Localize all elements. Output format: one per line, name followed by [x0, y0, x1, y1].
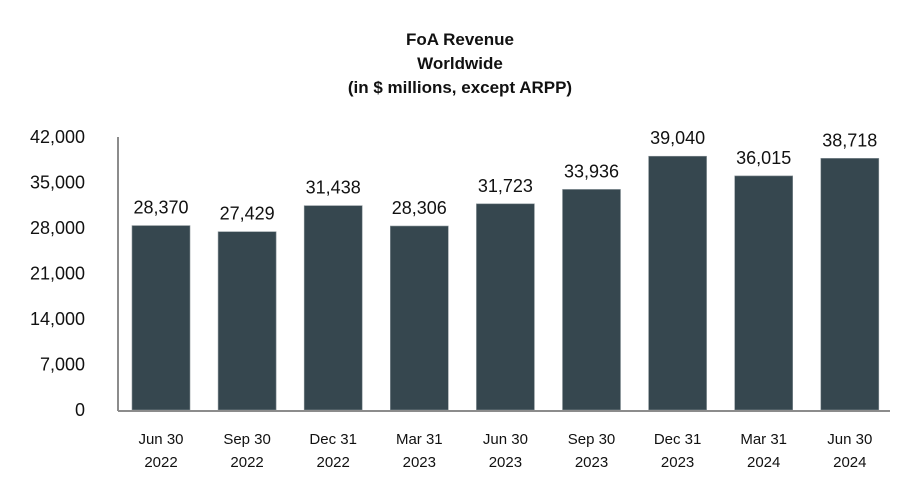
bar: [648, 155, 707, 411]
data-label: 28,306: [392, 198, 447, 218]
x-tick-label-line-2: 2023: [575, 454, 608, 471]
x-tick-label-line-1: Dec 31: [654, 431, 702, 448]
x-tick-label-line-2: 2022: [317, 454, 350, 471]
bar: [389, 225, 449, 411]
data-label: 27,429: [220, 204, 275, 224]
y-tick-label: 35,000: [30, 173, 85, 193]
data-label: 38,718: [822, 130, 877, 150]
bar: [734, 175, 794, 411]
bar: [820, 158, 880, 411]
bar: [562, 189, 621, 411]
x-tick-label-line-1: Sep 30: [568, 431, 616, 448]
y-tick-label: 28,000: [30, 218, 85, 238]
bar: [303, 205, 363, 411]
y-tick-label: 14,000: [30, 309, 85, 329]
x-tick-label-line-1: Jun 30: [483, 431, 528, 448]
bar: [476, 203, 535, 411]
x-tick-label-line-1: Mar 31: [740, 431, 787, 448]
x-tick-label-line-1: Jun 30: [827, 431, 872, 448]
y-tick-label: 21,000: [30, 264, 85, 284]
bar: [217, 231, 277, 411]
data-label: 39,040: [650, 128, 705, 148]
x-tick-label-line-2: 2022: [144, 454, 177, 471]
data-label: 28,370: [133, 198, 188, 218]
x-tick-label-line-2: 2023: [661, 454, 694, 471]
y-tick-label: 0: [75, 400, 85, 420]
data-label: 36,015: [736, 148, 791, 168]
bar: [131, 225, 191, 411]
x-tick-label-line-2: 2024: [833, 454, 866, 471]
chart-title-line-1: FoA Revenue: [405, 30, 514, 49]
x-tick-label-line-2: 2022: [230, 454, 263, 471]
chart-title-line-2: Worldwide: [417, 54, 503, 73]
x-tick-label-line-1: Dec 31: [309, 431, 357, 448]
data-label: 31,438: [306, 178, 361, 198]
y-tick-label: 7,000: [40, 355, 85, 375]
x-tick-label-line-2: 2023: [489, 454, 522, 471]
x-tick-label-line-1: Sep 30: [223, 431, 271, 448]
chart-title: FoA Revenue Worldwide (in $ millions, ex…: [0, 28, 920, 100]
chart-title-line-3: (in $ millions, except ARPP): [347, 78, 573, 97]
x-tick-label-line-1: Mar 31: [396, 431, 443, 448]
data-label: 31,723: [478, 176, 533, 196]
y-tick-label: 42,000: [30, 127, 85, 147]
x-tick-label-line-1: Jun 30: [138, 431, 183, 448]
x-tick-label-line-2: 2023: [403, 454, 436, 471]
x-tick-label-line-2: 2024: [747, 454, 780, 471]
data-label: 33,936: [564, 161, 619, 181]
